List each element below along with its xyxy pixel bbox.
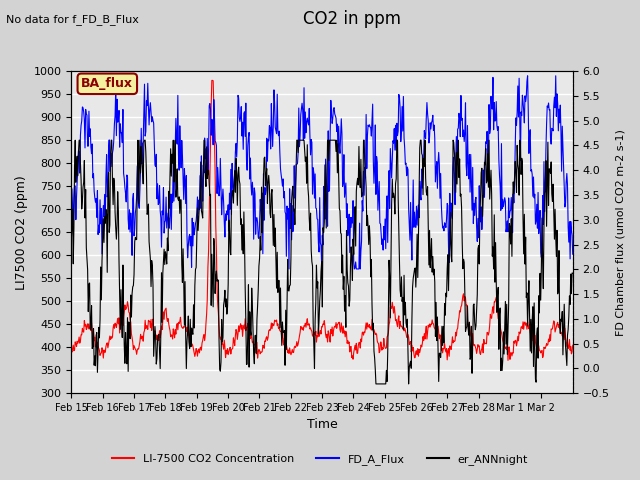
X-axis label: Time: Time	[307, 419, 337, 432]
Text: CO2 in ppm: CO2 in ppm	[303, 10, 401, 28]
Text: No data for f_FD_B_Flux: No data for f_FD_B_Flux	[6, 14, 140, 25]
Y-axis label: LI7500 CO2 (ppm): LI7500 CO2 (ppm)	[15, 175, 28, 289]
Legend: LI-7500 CO2 Concentration, FD_A_Flux, er_ANNnight: LI-7500 CO2 Concentration, FD_A_Flux, er…	[108, 450, 532, 469]
Text: BA_flux: BA_flux	[81, 77, 133, 90]
Y-axis label: FD Chamber flux (umol CO2 m-2 s-1): FD Chamber flux (umol CO2 m-2 s-1)	[615, 129, 625, 336]
